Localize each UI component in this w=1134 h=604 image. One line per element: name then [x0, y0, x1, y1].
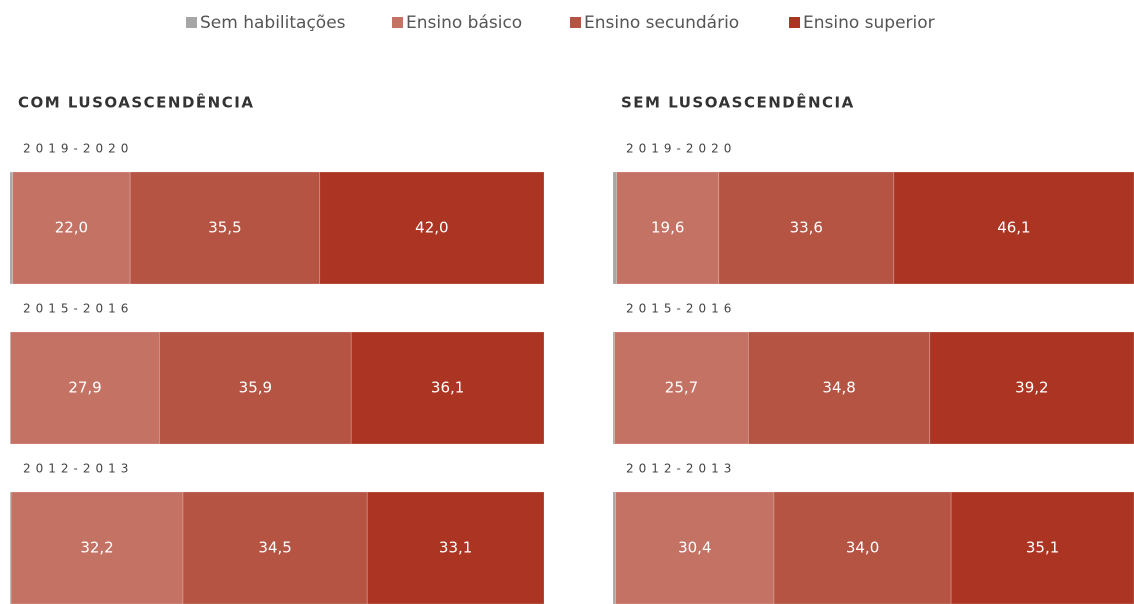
value-label: 35,9 [239, 379, 272, 397]
value-label: 46,1 [997, 219, 1030, 237]
bar-segment [350, 331, 545, 445]
bar-segment [893, 171, 1134, 285]
value-label: 32,2 [80, 539, 113, 557]
bar-segment [12, 171, 131, 285]
bar-segment [615, 491, 775, 604]
value-label: 35,1 [1026, 539, 1059, 557]
value-label: 34,8 [822, 379, 855, 397]
bar-segment [182, 491, 368, 604]
legend-swatch [392, 17, 403, 28]
legend-label: Ensino superior [803, 13, 935, 33]
bar-segment [718, 171, 895, 285]
bar-segment [319, 171, 545, 285]
category-label: 2019-2020 [23, 142, 133, 156]
bar-segment [10, 331, 160, 445]
bar-segment [129, 171, 321, 285]
value-label: 34,0 [846, 539, 879, 557]
legend-swatch [186, 17, 197, 28]
value-label: 27,9 [68, 379, 101, 397]
legend-label: Ensino básico [406, 13, 522, 33]
category-label: 2015-2016 [626, 302, 736, 316]
legend-label: Sem habilitações [200, 13, 346, 33]
bar-segment [773, 491, 952, 604]
value-label: 36,1 [431, 379, 464, 397]
bar-segment [748, 331, 931, 445]
value-label: 34,5 [258, 539, 291, 557]
category-label: 2019-2020 [626, 142, 736, 156]
legend-swatch [789, 17, 800, 28]
category-label: 2012-2013 [23, 462, 133, 476]
category-label: 2015-2016 [23, 302, 133, 316]
bar-segment [366, 491, 545, 604]
value-label: 30,4 [678, 539, 711, 557]
value-label: 33,6 [790, 219, 823, 237]
value-label: 35,5 [208, 219, 241, 237]
value-label: 25,7 [665, 379, 698, 397]
category-label: 2012-2013 [626, 462, 736, 476]
value-label: 22,0 [55, 219, 88, 237]
value-label: 19,6 [651, 219, 684, 237]
bar-segment [614, 331, 749, 445]
bar-segment [950, 491, 1134, 604]
bar-segment [616, 171, 720, 285]
bar-segment [9, 171, 14, 285]
bar-segment [612, 171, 618, 285]
panel-title: SEM LUSOASCENDÊNCIA [621, 93, 855, 112]
value-label: 39,2 [1015, 379, 1048, 397]
value-label: 33,1 [439, 539, 472, 557]
legend-swatch [570, 17, 581, 28]
bar-segment [929, 331, 1134, 445]
bar-segment [159, 331, 352, 445]
panel-title: COM LUSOASCENDÊNCIA [18, 93, 254, 112]
value-label: 42,0 [415, 219, 448, 237]
bar-segment [10, 491, 184, 604]
legend-label: Ensino secundário [584, 13, 739, 33]
